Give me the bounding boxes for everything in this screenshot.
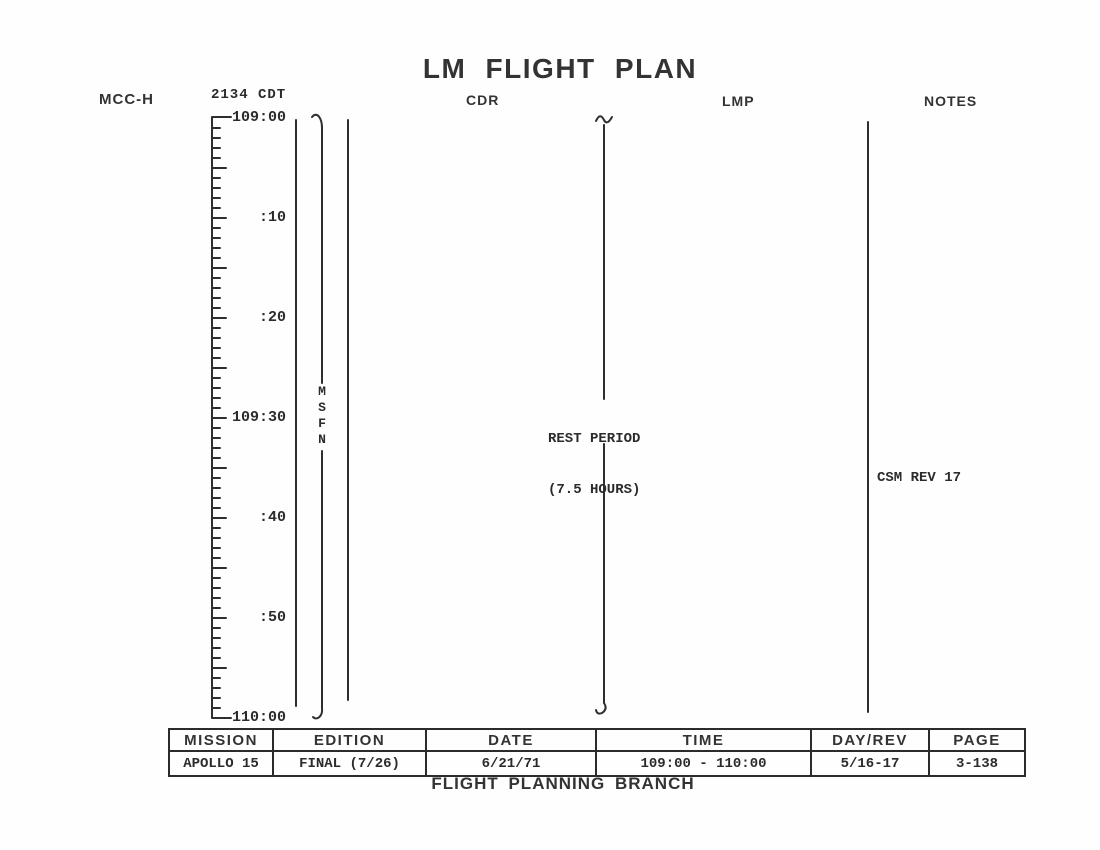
table-header-edition: EDITION bbox=[272, 730, 425, 752]
timeline-label: :40 bbox=[258, 509, 286, 526]
table-header-day-rev: DAY/REV bbox=[810, 730, 928, 752]
table-header-time: TIME bbox=[595, 730, 810, 752]
column-header-notes: NOTES bbox=[924, 93, 978, 109]
table-value-mission: APOLLO 15 bbox=[183, 755, 259, 772]
msfn-letter: M bbox=[318, 384, 326, 399]
cdt-time-label: 2134 CDT bbox=[211, 87, 287, 103]
timeline-label: :50 bbox=[258, 609, 286, 626]
footer-branch-label: FLIGHT PLANNING BRANCH bbox=[431, 774, 695, 793]
table-value-date: 6/21/71 bbox=[425, 752, 595, 775]
csm-rev-note: CSM REV 17 bbox=[877, 470, 962, 486]
table-value-day-rev: 5/16-17 bbox=[810, 752, 928, 775]
footer-table: MISSION EDITION DATE TIME DAY/REV PAGE APOLLO … bbox=[168, 728, 1026, 777]
msfn-letter: F bbox=[318, 416, 326, 431]
table-value-time: 109:00 - 110:00 bbox=[595, 752, 810, 775]
column-header-mcch: MCC-H bbox=[99, 91, 154, 108]
column-header-lmp: LMP bbox=[722, 93, 755, 109]
table-header-page: PAGE bbox=[928, 730, 1024, 752]
timeline-label: :20 bbox=[258, 309, 286, 326]
timeline-label: 109:00 bbox=[231, 109, 286, 126]
table-header-date: DATE bbox=[425, 730, 595, 752]
msfn-letter: S bbox=[318, 400, 326, 415]
table-header-mission: MISSION bbox=[170, 730, 272, 752]
timeline-label: 109:30 bbox=[231, 409, 286, 426]
column-header-cdr: CDR bbox=[466, 92, 500, 108]
table-value-page: 3-138 bbox=[928, 752, 1024, 775]
rest-period-annotation: REST PERIOD (7.5 HOURS) bbox=[548, 397, 640, 533]
table-value-edition: FINAL (7/26) bbox=[272, 752, 425, 775]
timeline-label: 110:00 bbox=[231, 709, 286, 726]
timeline-label: :10 bbox=[258, 209, 286, 226]
rest-period-line2: (7.5 HOURS) bbox=[548, 482, 641, 498]
msfn-letter: N bbox=[318, 432, 326, 447]
page-title: LM FLIGHT PLAN bbox=[422, 53, 698, 84]
rest-period-line1: REST PERIOD bbox=[548, 431, 641, 447]
